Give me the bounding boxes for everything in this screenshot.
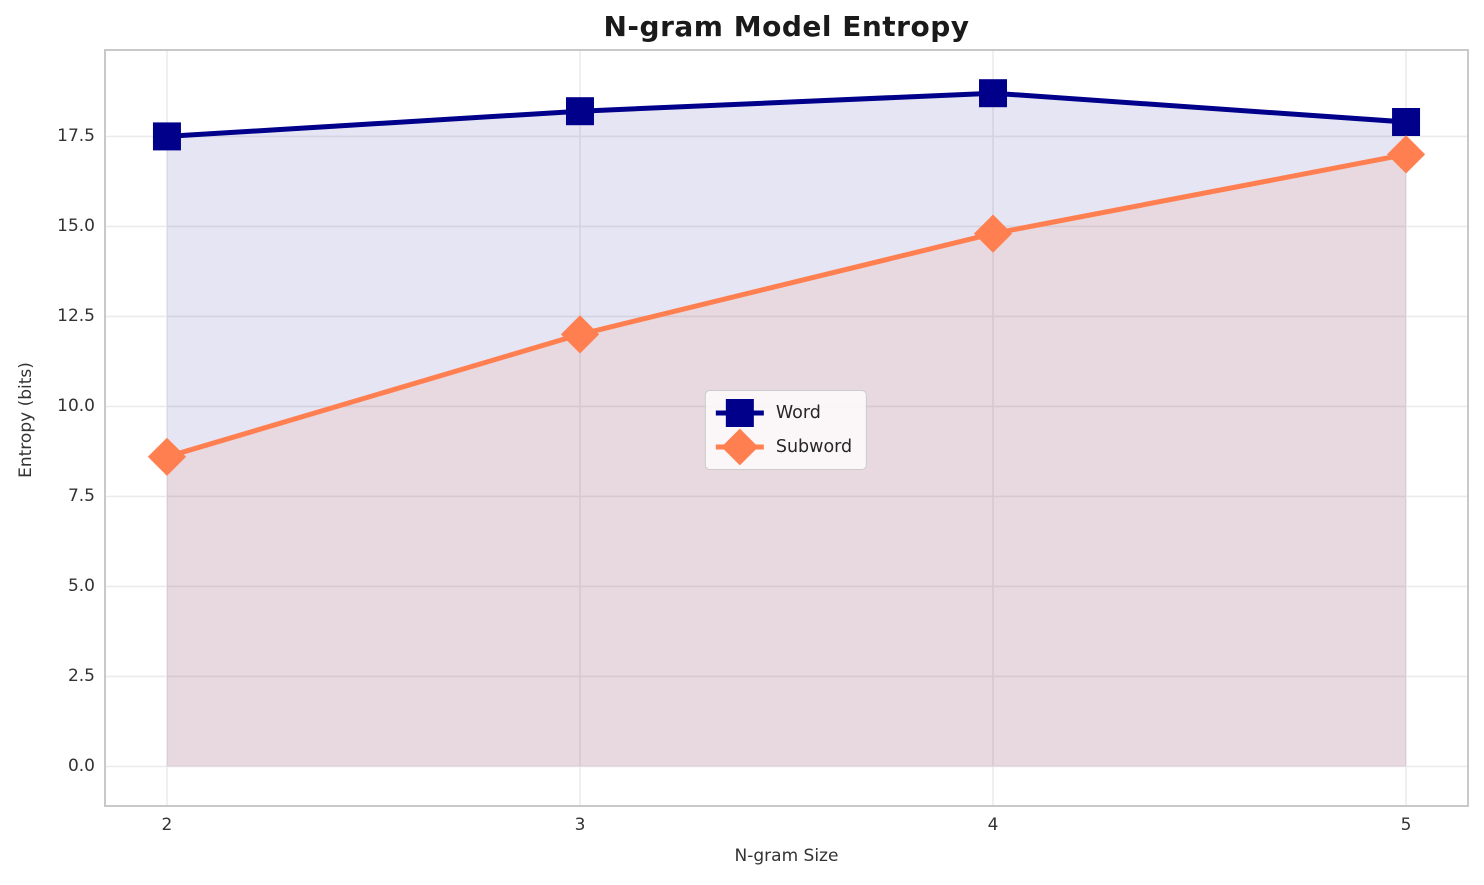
y-axis-label: Entropy (bits) xyxy=(16,362,36,478)
x-axis-label: N-gram Size xyxy=(734,846,839,866)
subword-line-series xyxy=(164,151,1409,460)
legend-item-word: Word xyxy=(715,397,852,429)
y-tick-label: 0.0 xyxy=(67,756,95,777)
chart-title: N-gram Model Entropy xyxy=(603,10,970,43)
legend-label: Word xyxy=(775,403,821,423)
y-tick-label: 12.5 xyxy=(57,306,95,327)
legend: Word Subword xyxy=(704,390,868,470)
plot-border xyxy=(104,49,1469,807)
word-square-marker xyxy=(565,97,594,126)
y-tick-label: 15.0 xyxy=(57,216,95,237)
y-tick-label: 5.0 xyxy=(67,576,95,597)
x-tick-label: 5 xyxy=(1400,815,1412,835)
word-line-series xyxy=(164,90,1409,139)
word-square-marker xyxy=(152,122,181,151)
subword-diamond-marker xyxy=(1386,135,1426,174)
y-tick-label: 17.5 xyxy=(57,126,95,147)
subword-diamond-marker-icon xyxy=(715,428,764,466)
word-square-marker xyxy=(1392,108,1421,136)
subword-diamond-marker xyxy=(147,437,187,476)
y-tick-label: 7.5 xyxy=(67,486,95,507)
subword-diamond-marker xyxy=(560,315,600,354)
y-tick-label: 10.0 xyxy=(57,396,95,417)
legend-item-subword: Subword xyxy=(715,428,853,466)
x-tick-label: 2 xyxy=(161,815,173,835)
word-square-marker-icon xyxy=(715,399,764,427)
word-square-marker xyxy=(979,79,1008,108)
x-tick-label: 4 xyxy=(987,815,999,835)
y-tick-label: 2.5 xyxy=(67,666,95,687)
x-tick-label: 3 xyxy=(574,815,586,835)
legend-label: Subword xyxy=(775,437,853,457)
